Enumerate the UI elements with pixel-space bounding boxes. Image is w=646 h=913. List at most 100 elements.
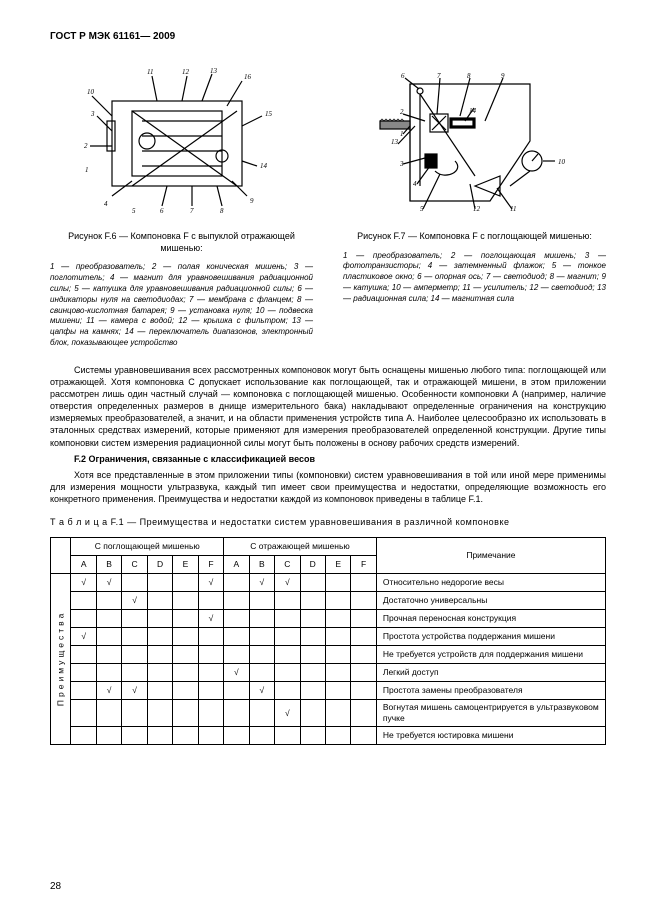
table-cell [300,609,325,627]
table-cell [300,573,325,591]
table-cell [122,627,147,645]
svg-text:6: 6 [401,72,405,80]
table-cell: √ [224,663,249,681]
table-cell [173,609,198,627]
figure-f6-legend: 1 — преобразователь; 2 — полая коническа… [50,262,313,348]
table-cell: √ [96,573,121,591]
table-cell [122,573,147,591]
svg-text:9: 9 [250,197,254,205]
table-note: Прочная переносная конструкция [376,609,605,627]
table-cell [300,727,325,745]
table-cell [147,727,172,745]
table-cell [147,663,172,681]
table-cell [249,609,274,627]
table-cell [71,609,96,627]
table-cell [325,699,350,726]
table-cell [300,591,325,609]
doc-header: ГОСТ Р МЭК 61161— 2009 [50,30,606,43]
table-cell [249,699,274,726]
table-cell [71,681,96,699]
table-col-6: A [224,555,249,573]
table-cell [147,681,172,699]
table-cell [96,645,121,663]
table-cell [224,609,249,627]
table-cell [249,645,274,663]
table-cell [198,591,223,609]
table-cell [325,627,350,645]
table-note: Легкий доступ [376,663,605,681]
svg-text:10: 10 [87,88,95,96]
table-cell [249,591,274,609]
svg-text:16: 16 [244,73,252,81]
svg-text:6: 6 [160,207,164,215]
table-cell [122,663,147,681]
table-cell [325,609,350,627]
table-cell: √ [122,591,147,609]
table-cell [325,591,350,609]
table-cell [147,627,172,645]
body-para-1: Системы уравновешивания всех рассмотренн… [50,364,606,449]
svg-text:11: 11 [510,205,516,213]
figure-f7-legend: 1 — преобразователь; 2 — поглощающая миш… [343,251,606,305]
table-col-4: E [173,555,198,573]
table-cell [173,699,198,726]
table-cell [325,573,350,591]
svg-text:1: 1 [85,166,89,174]
svg-text:14: 14 [260,162,268,170]
table-col-9: D [300,555,325,573]
table-col-11: F [351,555,376,573]
svg-text:13: 13 [210,67,218,75]
table-cell [224,645,249,663]
figure-f6-caption: Рисунок F.6 — Компоновка F с выпуклой от… [50,231,313,254]
table-cell: √ [275,573,300,591]
figure-f7-image: 6 7 8 9 2 1 13 3 4 5 14 12 11 10 [343,61,606,221]
table-note: Относительно недорогие весы [376,573,605,591]
table-row: Не требуется устройств для поддержания м… [51,645,606,663]
table-cell [173,645,198,663]
table-cell [96,627,121,645]
table-cell [147,699,172,726]
table-cell [71,645,96,663]
table-cell [351,645,376,663]
figure-f7-caption: Рисунок F.7 — Компоновка F с поглощающей… [343,231,606,243]
table-cell [300,681,325,699]
svg-text:13: 13 [391,138,399,146]
table-cell: √ [198,573,223,591]
table-cell [249,627,274,645]
table-col-10: E [325,555,350,573]
table-cell [71,591,96,609]
table-cell [224,699,249,726]
table-cell [275,663,300,681]
table-cell [275,645,300,663]
page-number: 28 [50,880,61,893]
table-cell [122,609,147,627]
table-note-header: Примечание [376,537,605,573]
table-col-1: B [96,555,121,573]
table-row: √ Легкий доступ [51,663,606,681]
table-row: Не требуется юстировка мишени [51,727,606,745]
table-cell [275,681,300,699]
table-cell [300,645,325,663]
table-cell [198,727,223,745]
table-cell [122,699,147,726]
table-cell [122,727,147,745]
svg-text:4: 4 [413,180,417,188]
table-cell [249,727,274,745]
table-cell [147,573,172,591]
table-cell [71,699,96,726]
table-cell [198,645,223,663]
table-note: Простота устройства поддержания мишени [376,627,605,645]
table-col-2: C [122,555,147,573]
figures-row: 10 3 2 11 12 13 16 15 14 9 8 7 6 5 [50,61,606,349]
table-note: Не требуется юстировка мишени [376,727,605,745]
svg-text:3: 3 [90,110,95,118]
table-cell [96,663,121,681]
table-cell: √ [249,681,274,699]
table-row: √Достаточно универсальны [51,591,606,609]
svg-text:11: 11 [147,68,153,76]
table-cell: √ [122,681,147,699]
table-cell [198,663,223,681]
body-para-2: Хотя все представленные в этом приложени… [50,469,606,505]
svg-text:7: 7 [190,207,194,215]
table-cell [351,609,376,627]
